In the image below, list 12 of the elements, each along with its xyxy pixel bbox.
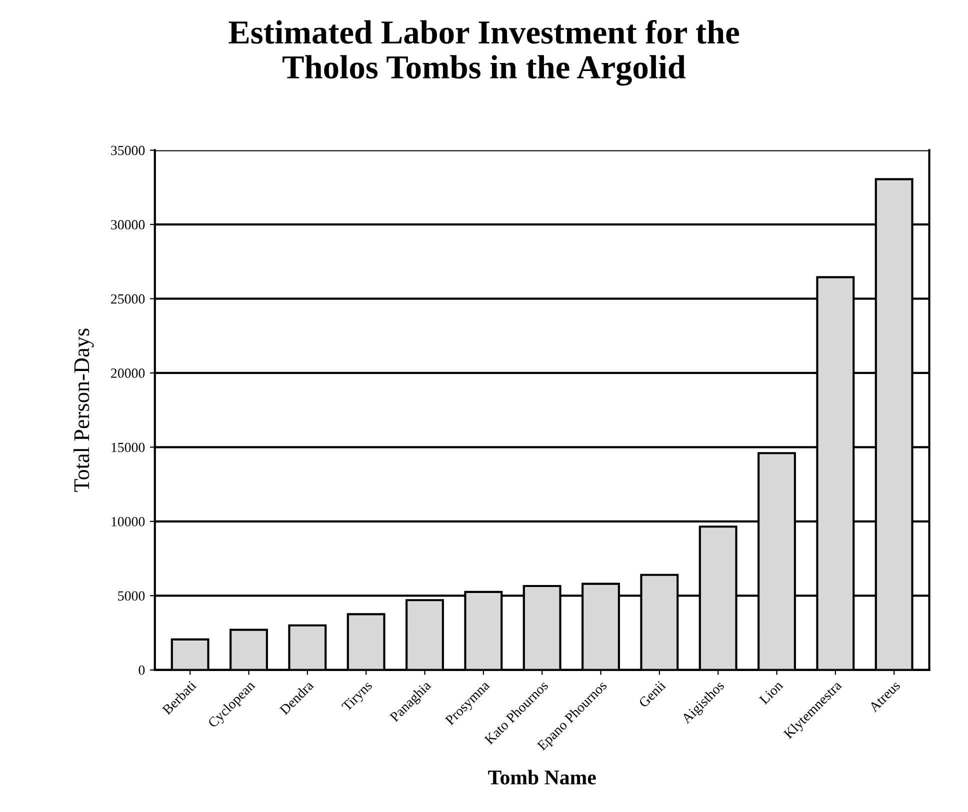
x-axis-title: Tomb Name — [488, 770, 596, 785]
y-axis-title: Total Person-Days — [74, 328, 94, 492]
y-tick-label: 5000 — [118, 591, 145, 601]
y-tick-label: 30000 — [111, 220, 145, 230]
x-tick-label: Lion — [758, 680, 784, 705]
y-tick-label: 35000 — [111, 146, 145, 156]
y-tick-label: 15000 — [112, 442, 145, 452]
y-tick-label: 25000 — [111, 294, 145, 304]
y-tick-label: 20000 — [111, 368, 145, 378]
y-tick-label: 10000 — [112, 517, 145, 526]
y-tick-label: 0 — [138, 665, 145, 675]
chart-title: Estimated Labor Investment for the Tholos Tombs in the Argolid — [228, 20, 740, 86]
